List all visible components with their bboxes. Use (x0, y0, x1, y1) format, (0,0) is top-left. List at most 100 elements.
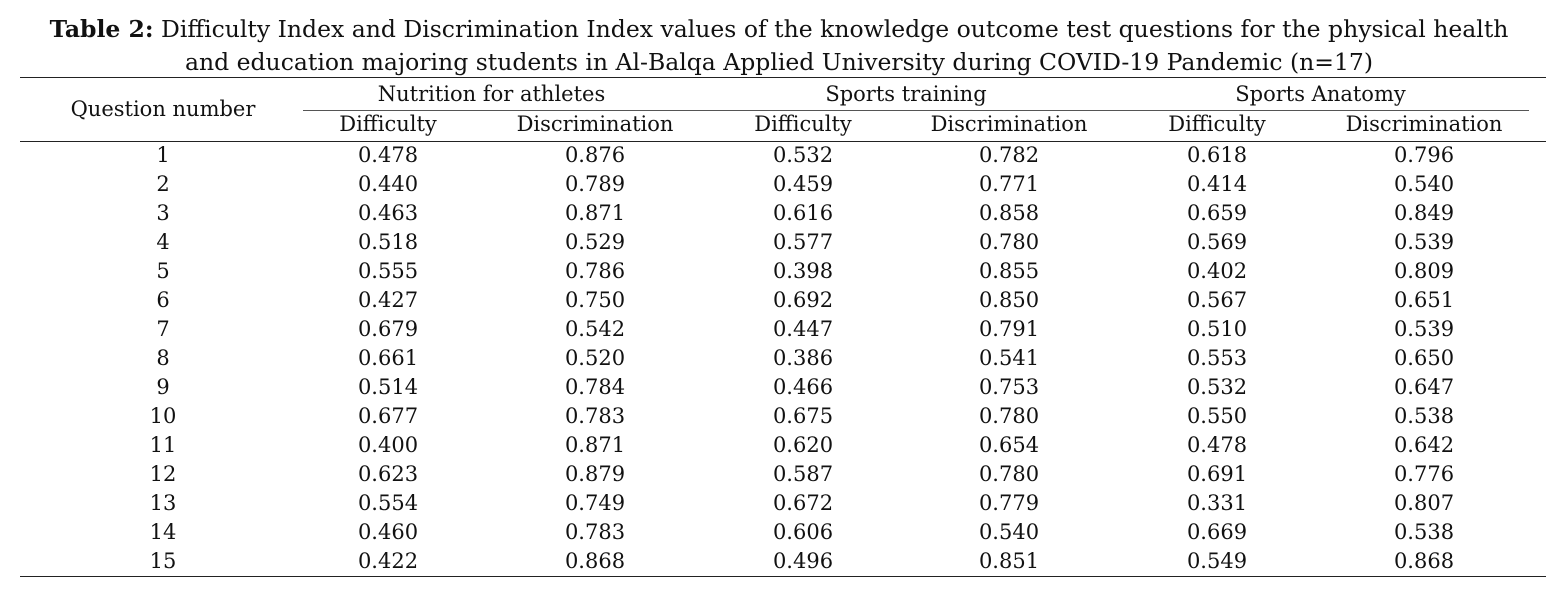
question-number-cell: 6 (156, 288, 170, 312)
table-cell: 0.879 (564, 462, 626, 486)
table-cell: 0.532 (1186, 375, 1248, 399)
group-underline (1112, 110, 1529, 111)
caption-line-1: Table 2: Difficulty Index and Discrimina… (0, 13, 1558, 46)
table-cell: 0.618 (1186, 143, 1248, 167)
table-cell: 0.554 (357, 491, 419, 515)
group-header: Nutrition for athletes (377, 82, 606, 106)
table-cell: 0.771 (978, 172, 1040, 196)
table-header-rule (20, 141, 1546, 142)
table-cell: 0.871 (564, 201, 626, 225)
table-cell: 0.520 (564, 346, 626, 370)
table-cell: 0.510 (1186, 317, 1248, 341)
table-cell: 0.496 (772, 549, 834, 573)
group-header: Sports training (825, 82, 987, 106)
table-cell: 0.529 (564, 230, 626, 254)
table-cell: 0.331 (1186, 491, 1248, 515)
table-cell: 0.789 (564, 172, 626, 196)
table-cell: 0.541 (978, 346, 1040, 370)
table-cell: 0.647 (1393, 375, 1455, 399)
table-bottom-rule (20, 576, 1546, 577)
table-cell: 0.539 (1393, 230, 1455, 254)
table-cell: 0.876 (564, 143, 626, 167)
table-cell: 0.679 (357, 317, 419, 341)
table-cell: 0.542 (564, 317, 626, 341)
table-cell: 0.518 (357, 230, 419, 254)
table-cell: 0.587 (772, 462, 834, 486)
table-cell: 0.850 (978, 288, 1040, 312)
question-number-cell: 14 (149, 520, 177, 544)
table-cell: 0.782 (978, 143, 1040, 167)
table-cell: 0.672 (772, 491, 834, 515)
table-top-rule (20, 77, 1546, 78)
table-cell: 0.567 (1186, 288, 1248, 312)
group-header: Sports Anatomy (1235, 82, 1406, 106)
table-caption: Table 2: Difficulty Index and Discrimina… (0, 13, 1558, 79)
table-cell: 0.749 (564, 491, 626, 515)
table-cell: 0.659 (1186, 201, 1248, 225)
table-cell: 0.466 (772, 375, 834, 399)
table-cell: 0.786 (564, 259, 626, 283)
table-cell: 0.463 (357, 201, 419, 225)
question-number-cell: 10 (149, 404, 177, 428)
table-cell: 0.623 (357, 462, 419, 486)
table-cell: 0.691 (1186, 462, 1248, 486)
table-cell: 0.447 (772, 317, 834, 341)
table-cell: 0.783 (564, 404, 626, 428)
table-cell: 0.654 (978, 433, 1040, 457)
table-cell: 0.642 (1393, 433, 1455, 457)
table-cell: 0.538 (1393, 404, 1455, 428)
table-cell: 0.661 (357, 346, 419, 370)
question-number-cell: 2 (156, 172, 170, 196)
table-cell: 0.427 (357, 288, 419, 312)
table-cell: 0.851 (978, 549, 1040, 573)
question-number-cell: 1 (156, 143, 170, 167)
table-cell: 0.868 (564, 549, 626, 573)
question-number-cell: 15 (149, 549, 177, 573)
caption-text-1: Difficulty Index and Discrimination Inde… (153, 15, 1509, 43)
table-cell: 0.538 (1393, 520, 1455, 544)
table-cell: 0.796 (1393, 143, 1455, 167)
table-cell: 0.677 (357, 404, 419, 428)
table-cell: 0.779 (978, 491, 1040, 515)
table-cell: 0.550 (1186, 404, 1248, 428)
table-cell: 0.553 (1186, 346, 1248, 370)
question-number-cell: 8 (156, 346, 170, 370)
table-cell: 0.784 (564, 375, 626, 399)
table-cell: 0.478 (1186, 433, 1248, 457)
table-cell: 0.569 (1186, 230, 1248, 254)
group-underline (698, 110, 1114, 111)
table-cell: 0.606 (772, 520, 834, 544)
table-cell: 0.807 (1393, 491, 1455, 515)
table-cell: 0.532 (772, 143, 834, 167)
table-cell: 0.675 (772, 404, 834, 428)
question-number-cell: 11 (149, 433, 177, 457)
subheader-discrimination: Discrimination (1345, 112, 1503, 136)
caption-label: Table 2: (49, 15, 154, 43)
question-number-cell: 7 (156, 317, 170, 341)
table-cell: 0.855 (978, 259, 1040, 283)
table-cell: 0.780 (978, 230, 1040, 254)
question-number-cell: 9 (156, 375, 170, 399)
table-cell: 0.398 (772, 259, 834, 283)
group-underline (303, 110, 715, 111)
table-cell: 0.400 (357, 433, 419, 457)
row-header-label: Question number (70, 97, 256, 121)
table-cell: 0.650 (1393, 346, 1455, 370)
table-cell: 0.555 (357, 259, 419, 283)
table-cell: 0.750 (564, 288, 626, 312)
table-cell: 0.753 (978, 375, 1040, 399)
table-cell: 0.540 (1393, 172, 1455, 196)
table-cell: 0.849 (1393, 201, 1455, 225)
question-number-cell: 5 (156, 259, 170, 283)
table-cell: 0.780 (978, 462, 1040, 486)
subheader-difficulty: Difficulty (339, 112, 437, 136)
caption-line-2: and education majoring students in Al-Ba… (184, 48, 1374, 76)
table-cell: 0.549 (1186, 549, 1248, 573)
table-cell: 0.620 (772, 433, 834, 457)
question-number-cell: 4 (156, 230, 170, 254)
table-cell: 0.776 (1393, 462, 1455, 486)
table-cell: 0.386 (772, 346, 834, 370)
table-cell: 0.539 (1393, 317, 1455, 341)
table-cell: 0.440 (357, 172, 419, 196)
subheader-difficulty: Difficulty (754, 112, 852, 136)
